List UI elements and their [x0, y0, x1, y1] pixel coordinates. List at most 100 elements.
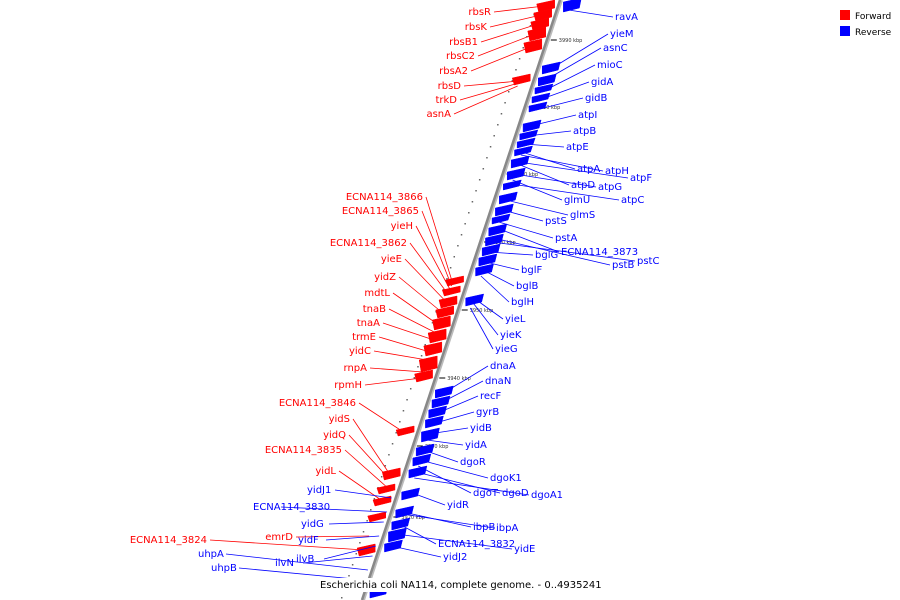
leader-line-reverse [514, 173, 597, 188]
gene-label-reverse: ECNA114_3832 [438, 539, 515, 550]
gene-label-reverse: atpF [630, 173, 652, 184]
gene-label-reverse: yidJ2 [443, 552, 467, 563]
label-leader-lines [209, 5, 636, 581]
leader-line-reverse [548, 33, 609, 71]
leader-line-reverse [438, 380, 484, 405]
gene-block [485, 233, 504, 247]
leader-line-reverse [395, 533, 513, 550]
backbone-shadow [360, 0, 563, 600]
leader-line-forward [352, 418, 390, 475]
leader-line-reverse [524, 143, 565, 148]
minor-tick [413, 377, 416, 379]
leader-line-forward [421, 210, 452, 287]
gene-label-forward: yidC [349, 346, 371, 357]
gene-block [391, 517, 411, 531]
minor-tick [424, 344, 426, 346]
gene-label-reverse: gidA [591, 77, 613, 88]
gene-label-forward: ECNA114_3862 [330, 238, 407, 249]
gene-label-reverse: atpH [605, 166, 629, 177]
gene-block [408, 465, 428, 479]
gene-label-forward: trmE [352, 332, 376, 343]
minor-tick [504, 102, 506, 104]
gene-block [412, 453, 432, 467]
leader-line-reverse [488, 251, 534, 256]
gene-label-reverse: atpC [621, 195, 644, 206]
gene-block [367, 511, 386, 523]
gene-label-reverse: ilvB [296, 554, 314, 565]
gene-label-reverse: gyrB [476, 407, 499, 418]
leader-line-reverse [391, 545, 442, 558]
gene-block [541, 61, 561, 75]
gene-block [563, 0, 582, 13]
gene-block [499, 191, 518, 205]
leader-line-reverse [568, 9, 614, 18]
gene-block [381, 467, 401, 481]
gene-block [495, 203, 514, 217]
minor-tick [453, 256, 456, 258]
gene-block [530, 17, 549, 31]
leader-line-reverse [470, 307, 494, 350]
gene-label-forward: ECNA114_3865 [342, 206, 419, 217]
gene-label-reverse: atpD [571, 180, 595, 191]
minor-tick [518, 58, 521, 60]
leader-line-reverse [492, 241, 636, 262]
leader-line-reverse [473, 297, 504, 320]
leader-line-reverse [538, 81, 590, 101]
tick-label: 3950 kbp [470, 308, 494, 314]
backbone-line [360, 0, 562, 600]
leader-line-reverse [482, 269, 515, 287]
leader-line-forward [404, 258, 447, 303]
leader-line-forward [470, 46, 531, 72]
gene-label-reverse: yieL [505, 314, 526, 325]
minor-tick [446, 278, 448, 280]
leader-line-reverse [225, 553, 368, 571]
leader-line-reverse [420, 459, 489, 479]
gene-block [388, 527, 407, 543]
leader-line-forward [453, 85, 518, 115]
gene-label-reverse: dgoA1 [531, 490, 563, 501]
leader-line-reverse [511, 183, 620, 201]
gene-label-forward: yieE [381, 254, 402, 265]
leader-line-forward [425, 196, 453, 284]
leader-line-forward [382, 322, 434, 341]
gene-block [435, 385, 454, 399]
leader-line-forward [493, 5, 545, 13]
gene-block [418, 355, 438, 373]
tick-label: 3970 kbp [515, 172, 539, 178]
gene-block [516, 137, 536, 149]
gene-label-reverse: yieM [610, 29, 633, 40]
gene-block [421, 427, 440, 443]
leader-line-forward [480, 23, 539, 43]
gene-label-reverse: asnC [603, 43, 628, 54]
gene-block [481, 243, 501, 257]
gene-block [531, 92, 551, 104]
gene-label-reverse: yieK [500, 330, 522, 341]
gene-labels: rbsR rbsK rbsB1 rbsC2 rbsA2 rbsD trkD asnA ECNA1… [130, 7, 660, 574]
gene-label-reverse: gidB [585, 93, 607, 104]
tick-label: 3990 kbp [559, 38, 583, 44]
minor-tick [522, 47, 524, 49]
gene-block [533, 8, 552, 22]
gene-label-reverse: yidA [465, 440, 487, 451]
leader-line-forward [459, 82, 519, 101]
gene-label-reverse: pstS [545, 216, 567, 227]
minor-tick [475, 190, 477, 192]
gene-label-reverse: uhpB [211, 563, 237, 574]
minor-tick [417, 366, 419, 368]
gene-label-reverse: bglH [511, 297, 534, 308]
minor-tick [515, 69, 517, 71]
gene-label-forward: yidS [329, 414, 350, 425]
gene-block [465, 293, 485, 307]
leader-line-forward [358, 402, 404, 433]
gene-label-reverse: ravA [615, 12, 638, 23]
leader-line-reverse [496, 227, 560, 253]
gene-label-forward: emrD [265, 532, 293, 543]
gene-label-forward: rbsC2 [446, 51, 475, 62]
leader-line-reverse [518, 161, 629, 179]
gene-block [431, 395, 451, 409]
minor-tick [384, 465, 387, 467]
minor-tick [457, 245, 459, 247]
gene-block [441, 285, 461, 297]
minor-tick [468, 212, 470, 214]
gene-label-reverse: yidJ1 [307, 485, 331, 496]
